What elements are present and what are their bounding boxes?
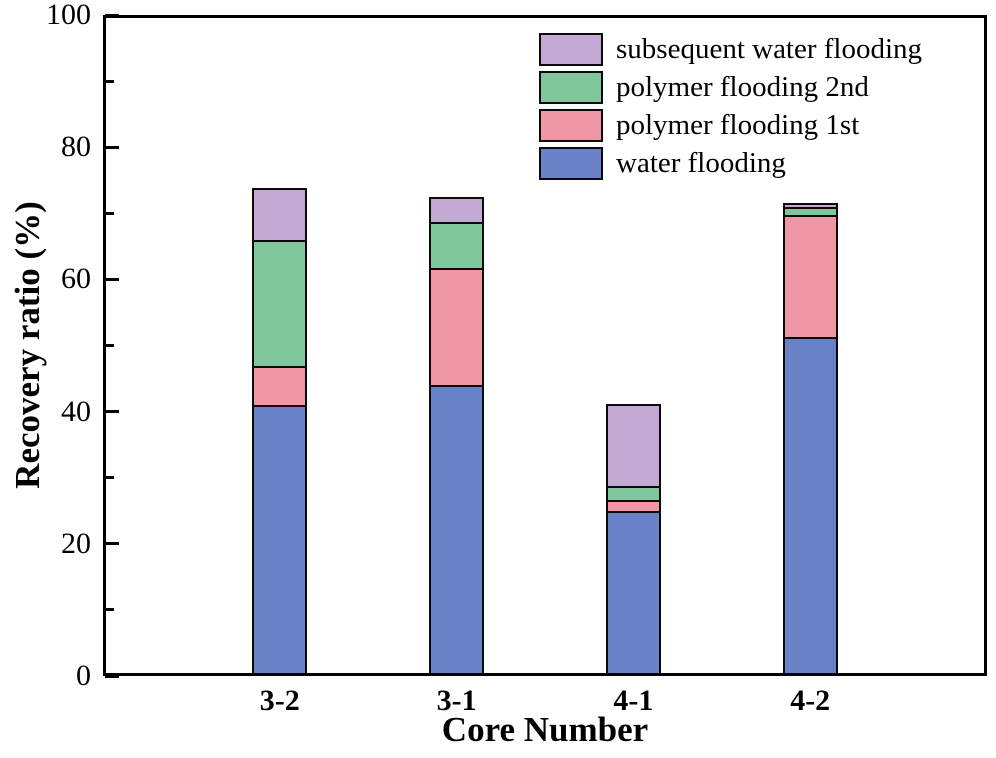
y-axis-minor-tick <box>105 344 114 347</box>
y-axis-minor-tick <box>105 79 114 83</box>
legend-item-polymer-flooding-1st: polymer flooding 1st <box>539 109 922 142</box>
legend-label: water flooding <box>616 147 786 179</box>
legend-swatch <box>539 33 603 66</box>
bar-segment-3-2-water-flooding <box>252 405 308 676</box>
y-axis-major-tick <box>105 410 119 414</box>
bar-segment-3-2-polymer-flooding-1st <box>252 366 308 407</box>
bar-segment-3-1-subsequent-water-flooding <box>429 197 485 224</box>
bar-segment-3-1-water-flooding <box>429 385 485 676</box>
x-tick-label-4-2: 4-2 <box>790 684 831 717</box>
y-axis-major-tick <box>105 674 119 678</box>
bar-segment-4-1-subsequent-water-flooding <box>605 404 661 488</box>
y-tick-label: 100 <box>46 0 91 31</box>
bar-segment-4-2-polymer-flooding-1st <box>782 215 838 339</box>
legend-swatch <box>539 71 603 104</box>
y-tick-label: 0 <box>76 659 91 692</box>
bar-segment-3-1-polymer-flooding-2nd <box>429 221 485 270</box>
bar-segment-3-2-polymer-flooding-2nd <box>252 240 308 368</box>
bar-segment-4-2-subsequent-water-flooding <box>782 202 838 210</box>
legend-label: polymer flooding 1st <box>616 109 860 141</box>
x-tick-label-4-1: 4-1 <box>613 684 654 717</box>
y-axis-minor-tick <box>105 211 114 215</box>
legend-label: subsequent water flooding <box>616 33 923 65</box>
y-tick-label: 20 <box>61 526 91 560</box>
legend-swatch <box>539 109 603 142</box>
y-axis-major-tick <box>105 542 119 546</box>
bar-segment-4-2-water-flooding <box>782 336 838 676</box>
x-axis-title: Core Number <box>441 710 649 749</box>
legend-label: polymer flooding 2nd <box>616 71 869 103</box>
y-axis-major-tick <box>105 145 119 149</box>
y-axis-minor-tick <box>105 476 114 480</box>
y-tick-label: 80 <box>61 130 91 164</box>
y-axis-minor-tick <box>105 608 114 612</box>
legend-item-polymer-flooding-2nd: polymer flooding 2nd <box>539 71 922 104</box>
y-axis-title: Recovery ratio (%) <box>8 201 47 489</box>
bar-segment-4-1-water-flooding <box>605 510 661 676</box>
y-axis-major-tick <box>105 13 119 17</box>
bar-segment-4-1-polymer-flooding-2nd <box>605 485 661 503</box>
legend: subsequent water flooding polymer floodin… <box>539 33 922 185</box>
x-tick-label-3-1: 3-1 <box>436 684 477 717</box>
plot-area <box>103 13 987 678</box>
y-tick-label: 40 <box>61 394 91 428</box>
legend-item-subsequent-water-flooding: subsequent water flooding <box>539 33 922 66</box>
legend-item-water-flooding: water flooding <box>539 147 922 180</box>
bar-segment-3-1-polymer-flooding-1st <box>429 267 485 388</box>
bar-segment-3-2-subsequent-water-flooding <box>252 188 308 243</box>
x-tick-label-3-2: 3-2 <box>259 684 300 717</box>
y-axis-major-tick <box>105 277 119 281</box>
y-tick-label: 60 <box>61 262 91 296</box>
legend-swatch <box>539 147 603 180</box>
